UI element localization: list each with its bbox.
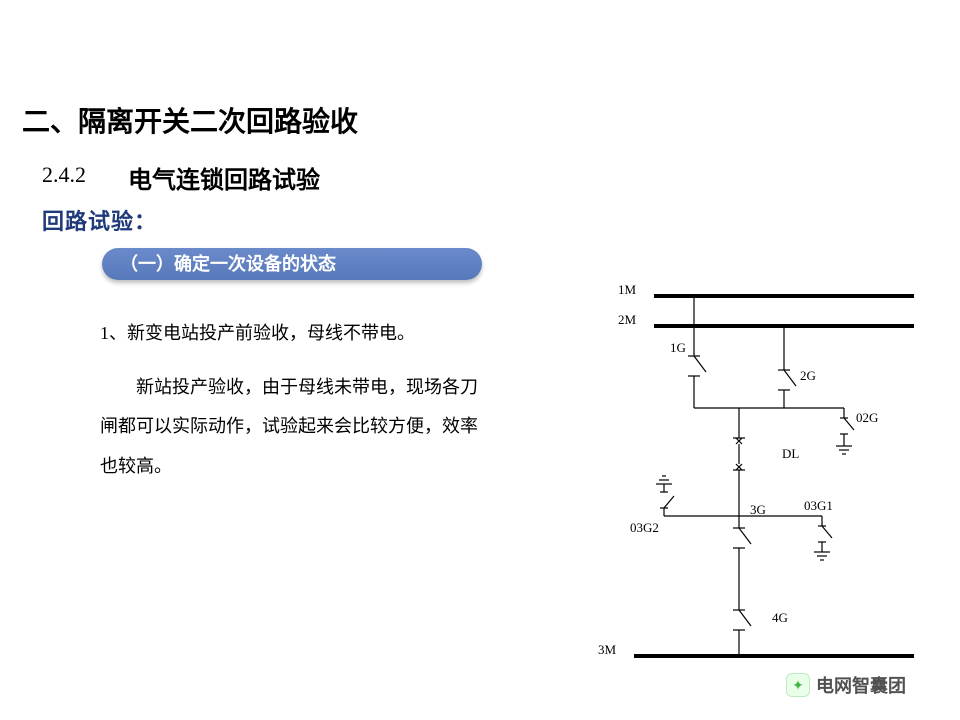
label-02g: 02G <box>856 410 878 425</box>
step-pill: （一）确定一次设备的状态 <box>102 248 482 280</box>
label-2m: 2M <box>618 312 637 327</box>
sub-heading: 回路试验： <box>42 204 157 236</box>
label-2g: 2G <box>800 368 816 383</box>
paragraph-1: 1、新变电站投产前验收，母线不带电。 <box>100 314 490 354</box>
single-line-diagram: 1M 2M 3M 1G 2G 02G DL 03G2 <box>594 278 914 662</box>
label-3m: 3M <box>598 642 617 657</box>
label-03g1: 03G1 <box>804 498 833 513</box>
wechat-icon: ✦ <box>786 673 810 697</box>
section-title-main: 二、隔离开关二次回路验收 <box>22 100 358 140</box>
body-text: 1、新变电站投产前验收，母线不带电。 新站投产验收，由于母线未带电，现场各刀闸都… <box>100 314 490 486</box>
label-3g: 3G <box>750 502 766 517</box>
watermark: ✦ 电网智囊团 <box>786 672 906 698</box>
label-1m: 1M <box>618 282 637 297</box>
label-4g: 4G <box>772 610 788 625</box>
label-dl: DL <box>782 446 799 461</box>
watermark-text: 电网智囊团 <box>816 672 906 698</box>
section-title: 电气连锁回路试验 <box>128 160 320 195</box>
paragraph-2: 新站投产验收，由于母线未带电，现场各刀闸都可以实际动作，试验起来会比较方便，效率… <box>100 368 490 487</box>
label-03g2: 03G2 <box>630 520 659 535</box>
label-1g: 1G <box>670 340 686 355</box>
section-number: 2.4.2 <box>42 162 86 188</box>
